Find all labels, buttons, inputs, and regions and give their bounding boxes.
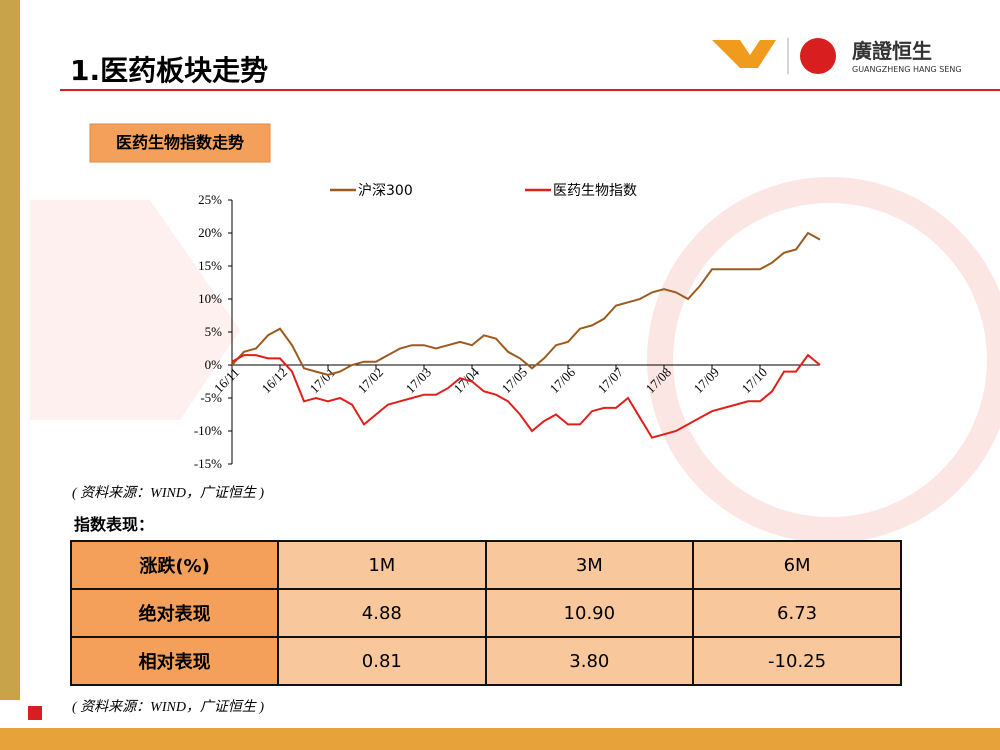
table-cell: -10.25 — [692, 636, 902, 686]
y-tick-label: 15% — [198, 258, 222, 273]
table-row: 绝对表现 4.88 10.90 6.73 — [69, 588, 902, 638]
y-tick-label: 0% — [205, 357, 223, 372]
y-tick-label: 5% — [205, 324, 223, 339]
line-series — [231, 231, 821, 376]
x-tick-label: 17/09 — [691, 365, 723, 397]
line-series — [231, 353, 821, 439]
table-row: 涨跌(%) 1M 3M 6M — [69, 540, 902, 590]
page-title: 1.医药板块走势 — [70, 54, 268, 87]
y-tick-label: 10% — [198, 291, 222, 306]
y-tick-label: -10% — [194, 423, 222, 438]
watermark — [647, 177, 1000, 543]
corner-mark — [28, 706, 42, 720]
watermark — [30, 200, 240, 420]
x-tick-label: 17/06 — [547, 364, 579, 396]
section-label: 医药生物指数走势 — [116, 133, 244, 152]
x-tick-label: 17/02 — [355, 365, 387, 397]
x-tick-label: 17/10 — [739, 365, 771, 397]
y-tick-label: -15% — [194, 456, 222, 471]
table-cell: 1M — [277, 540, 487, 590]
table-cell: 4.88 — [277, 588, 487, 638]
table-cell: 相对表现 — [69, 636, 280, 686]
table-cell: 绝对表现 — [69, 588, 280, 638]
y-tick-label: 25% — [198, 192, 222, 207]
logo-ye — [712, 40, 776, 68]
table-cell: 3M — [484, 540, 695, 590]
brand-name: 廣證恒生 — [852, 39, 932, 63]
table-title: 指数表现： — [74, 515, 154, 534]
table-cell: 0.81 — [277, 636, 487, 686]
table-cell: 3.80 — [484, 636, 695, 686]
left-strip — [0, 0, 20, 700]
y-tick-label: -5% — [200, 390, 222, 405]
section-box — [89, 123, 271, 163]
x-tick-label: 17/05 — [499, 365, 531, 397]
bottom-bar — [0, 728, 1000, 750]
brand-sub: GUANGZHENG HANG SENG — [852, 65, 962, 74]
performance-table: 涨跌(%) 1M 3M 6M 绝对表现 4.88 10.90 6.73 相对表现 0.81 3.80… — [69, 540, 902, 686]
x-tick-label: 17/01 — [307, 365, 339, 397]
table-cell: 6M — [692, 540, 902, 590]
table-source: ( 资料来源：WIND，广证恒生 ) — [72, 699, 264, 715]
table-cell: 10.90 — [484, 588, 695, 638]
table-cell: 涨跌(%) — [69, 540, 280, 590]
table-cell: 6.73 — [692, 588, 902, 638]
chart-source: ( 资料来源：WIND，广证恒生 ) — [72, 485, 264, 501]
x-tick-label: 17/07 — [595, 364, 627, 396]
legend-label: 沪深300 — [358, 183, 413, 199]
y-tick-label: 20% — [198, 225, 222, 240]
x-tick-label: 16/12 — [259, 365, 291, 397]
legend-label: 医药生物指数 — [553, 183, 637, 199]
x-tick-label: 17/03 — [403, 365, 435, 397]
table-row: 相对表现 0.81 3.80 -10.25 — [69, 636, 902, 686]
logo-circle — [800, 38, 836, 74]
